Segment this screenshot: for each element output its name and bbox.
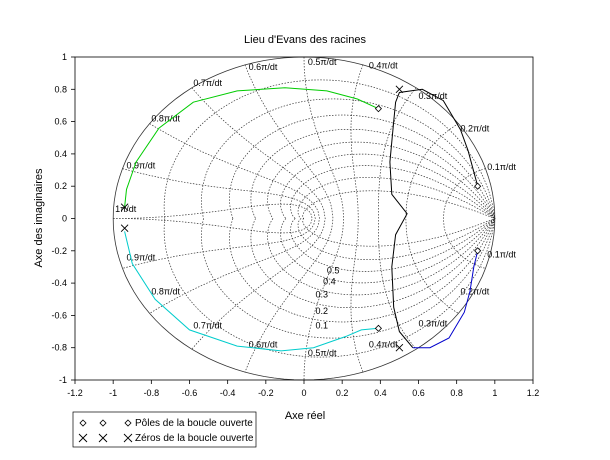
damping-contour — [250, 128, 496, 309]
y-tick-label: -0.2 — [51, 246, 67, 256]
x-tick-label: 0.2 — [336, 388, 349, 398]
zero-marker — [395, 343, 404, 352]
y-tick-label: -0.6 — [51, 310, 67, 320]
frequency-label: 0.9π/dt — [127, 252, 156, 262]
poles-and-zeros — [120, 85, 482, 352]
locus-branch — [389, 88, 479, 349]
legend-pole-icon — [124, 419, 132, 427]
legend-pole-icon — [79, 419, 87, 427]
frequency-contour — [443, 168, 486, 269]
locus-branch — [412, 250, 479, 349]
zero-marker — [120, 203, 129, 212]
frequency-contour — [378, 87, 417, 350]
x-tick-label: 0.6 — [412, 388, 425, 398]
x-tick-label: 0.4 — [374, 388, 387, 398]
legend-pole-icon — [99, 419, 107, 427]
damping-label: 0.1 — [315, 320, 328, 330]
locus-branch — [124, 87, 379, 208]
zero-marker — [395, 85, 404, 94]
legend-zero-icon — [123, 433, 133, 443]
y-tick-label: -0.8 — [51, 343, 67, 353]
unit-circle — [112, 56, 496, 381]
pole-marker — [374, 105, 382, 113]
frequency-label: 0.7π/dt — [193, 78, 222, 88]
legend-zero-icon — [98, 433, 108, 443]
locus-branch — [124, 231, 379, 352]
pole-marker — [474, 247, 482, 255]
x-tick-label: 1.2 — [527, 388, 540, 398]
x-axis-label: Axe réel — [285, 410, 325, 422]
y-tick-label: 0.4 — [54, 149, 67, 159]
y-tick-label: 0 — [62, 214, 67, 224]
frequency-label: 0.3π/dt — [419, 91, 448, 101]
x-tick-label: -1 — [109, 388, 117, 398]
frequency-label: 0.6π/dt — [249, 62, 278, 72]
y-tick-label: 0.8 — [54, 84, 67, 94]
x-tick-label: 0.8 — [450, 388, 463, 398]
y-tick-label: -0.4 — [51, 278, 67, 288]
frequency-label: 0.6π/dt — [249, 340, 278, 350]
x-tick-label: -0.6 — [182, 388, 198, 398]
x-tick-label: 0 — [301, 388, 306, 398]
pole-marker — [374, 324, 382, 332]
damping-label: 0.3 — [315, 290, 328, 300]
damping-label: 0.2 — [315, 306, 328, 316]
z-plane-grid: 0.1 0.2 0.3 0.4 0.5 0.1π/dt 0.1π/dt 0.2π/dt 0.2π… — [112, 56, 516, 381]
damping-contour — [201, 98, 496, 339]
legend-zero-icon — [78, 433, 88, 443]
damping-contour — [297, 177, 496, 260]
legend-label: Pôles de la boucle ouverte — [135, 418, 253, 429]
frequency-contour — [191, 87, 326, 350]
x-tick-label: -1.2 — [67, 388, 83, 398]
frequency-contour — [405, 123, 459, 314]
y-tick-label: -1 — [59, 375, 67, 385]
frequency-label: 0.8π/dt — [151, 286, 180, 296]
frequency-label: 0.7π/dt — [193, 320, 222, 330]
frequency-label: 0.9π/dt — [127, 160, 156, 170]
x-tick-label: -0.4 — [220, 388, 236, 398]
y-tick-label: 0.2 — [54, 181, 67, 191]
legend: Pôles de la boucle ouverte Zéros de la bo… — [72, 411, 257, 448]
y-tick-label: 1 — [62, 52, 67, 62]
frequency-label: 0.3π/dt — [419, 319, 448, 329]
frequency-contour — [149, 123, 320, 314]
frequency-label: 0.1π/dt — [487, 249, 516, 259]
frequency-contour — [122, 168, 316, 269]
axes: -1.2 -1 -0.8 -0.6 -0.4 -0.2 0 0.2 0.4 0.6 0.8 1 1.2-… — [51, 52, 539, 398]
frequency-contour — [303, 56, 345, 381]
x-tick-label: -0.2 — [258, 388, 274, 398]
damping-label: 0.4 — [323, 277, 336, 287]
frequency-label: 0.4π/dt — [369, 340, 398, 350]
frequency-label: 0.2π/dt — [460, 286, 489, 296]
y-axis-label: Axe des imaginaires — [33, 168, 45, 268]
zero-marker — [120, 224, 129, 233]
frequency-label: 0.4π/dt — [369, 60, 398, 70]
damping-contour — [290, 165, 496, 272]
x-tick-label: -0.8 — [144, 388, 160, 398]
y-tick-label: 0.6 — [54, 117, 67, 127]
frequency-label: 0.1π/dt — [487, 162, 516, 172]
chart-title: Lieu d'Evans des racines — [244, 34, 366, 46]
frequency-label: 0.5π/dt — [308, 348, 337, 358]
damping-contour — [280, 153, 496, 284]
pole-marker — [474, 182, 482, 190]
legend-box — [72, 411, 257, 448]
frequency-label: 0.8π/dt — [151, 114, 180, 124]
damping-label: 0.5 — [327, 265, 340, 275]
frequency-label: 0.5π/dt — [308, 57, 337, 67]
frequency-label: 0.2π/dt — [460, 123, 489, 133]
locus-branches — [124, 87, 479, 352]
frequency-contour — [244, 64, 334, 373]
legend-label: Zéros de la boucle ouverte — [135, 433, 254, 444]
x-tick-label: 1 — [492, 388, 497, 398]
